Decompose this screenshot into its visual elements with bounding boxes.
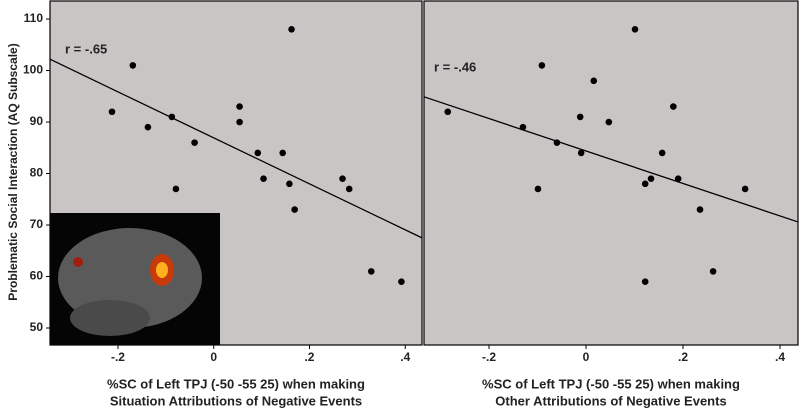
activation-small bbox=[73, 257, 83, 267]
brain-inset bbox=[50, 213, 220, 345]
x-tick-label: .2 bbox=[304, 350, 314, 364]
y-tick-label: 100 bbox=[23, 63, 43, 77]
x-tick-label: .4 bbox=[775, 350, 785, 364]
data-point bbox=[286, 180, 293, 188]
x-axis-label: %SC of Left TPJ (-50 -55 25) when making bbox=[107, 376, 365, 391]
data-point bbox=[236, 118, 243, 126]
data-point bbox=[709, 268, 717, 275]
data-point bbox=[279, 149, 286, 157]
x-tick-label: -.2 bbox=[482, 350, 496, 364]
data-point bbox=[641, 180, 649, 188]
data-point bbox=[444, 108, 452, 116]
x-tick-label: 0 bbox=[210, 350, 217, 364]
data-point bbox=[172, 185, 180, 193]
data-point bbox=[236, 103, 243, 110]
data-point bbox=[576, 113, 584, 121]
x-tick-label: 0 bbox=[583, 350, 590, 364]
data-point bbox=[345, 185, 353, 193]
data-point bbox=[577, 149, 585, 157]
data-point bbox=[398, 278, 405, 285]
data-point bbox=[641, 278, 649, 285]
data-point bbox=[144, 123, 152, 131]
x-tick-label: .4 bbox=[400, 350, 410, 364]
data-point bbox=[658, 149, 666, 157]
y-tick-label: 60 bbox=[30, 269, 44, 283]
data-point bbox=[553, 139, 561, 146]
x-tick-label: -.2 bbox=[111, 350, 125, 364]
data-point bbox=[168, 113, 176, 121]
data-point bbox=[538, 62, 546, 69]
annotation: r = -.65 bbox=[65, 41, 107, 56]
data-point bbox=[696, 206, 704, 213]
data-point bbox=[670, 103, 677, 110]
data-point bbox=[741, 185, 749, 193]
data-point bbox=[129, 62, 137, 69]
data-point bbox=[647, 175, 655, 182]
trendline bbox=[49, 58, 423, 239]
data-point bbox=[260, 175, 267, 182]
brain-lower bbox=[70, 300, 150, 336]
data-point bbox=[590, 77, 598, 85]
activation-inner bbox=[156, 262, 168, 278]
data-point bbox=[339, 175, 346, 182]
data-point bbox=[631, 26, 639, 33]
data-point bbox=[534, 185, 542, 193]
x-axis-label: %SC of Left TPJ (-50 -55 25) when making bbox=[482, 376, 740, 391]
y-tick-label: 110 bbox=[24, 11, 44, 25]
data-point bbox=[674, 175, 682, 182]
data-point bbox=[605, 118, 613, 126]
trendline bbox=[423, 96, 799, 223]
x-axis-label: Situation Attributions of Negative Event… bbox=[110, 393, 362, 408]
data-point bbox=[191, 139, 198, 146]
x-axis-label: Other Attributions of Negative Events bbox=[495, 393, 726, 408]
plot-area bbox=[423, 0, 799, 346]
data-point bbox=[288, 26, 295, 33]
data-point bbox=[254, 149, 262, 157]
data-point bbox=[519, 123, 527, 131]
data-point bbox=[367, 268, 375, 275]
y-tick-label: 80 bbox=[30, 166, 44, 180]
annotation: r = -.46 bbox=[434, 59, 476, 74]
data-point bbox=[108, 108, 116, 116]
data-point bbox=[291, 206, 298, 213]
y-tick-label: 70 bbox=[30, 217, 44, 231]
y-axis-label: Problematic Social Interaction (AQ Subsc… bbox=[6, 43, 20, 300]
x-tick-label: .2 bbox=[678, 350, 688, 364]
y-tick-label: 90 bbox=[30, 114, 44, 128]
y-tick-label: 50 bbox=[30, 320, 44, 334]
